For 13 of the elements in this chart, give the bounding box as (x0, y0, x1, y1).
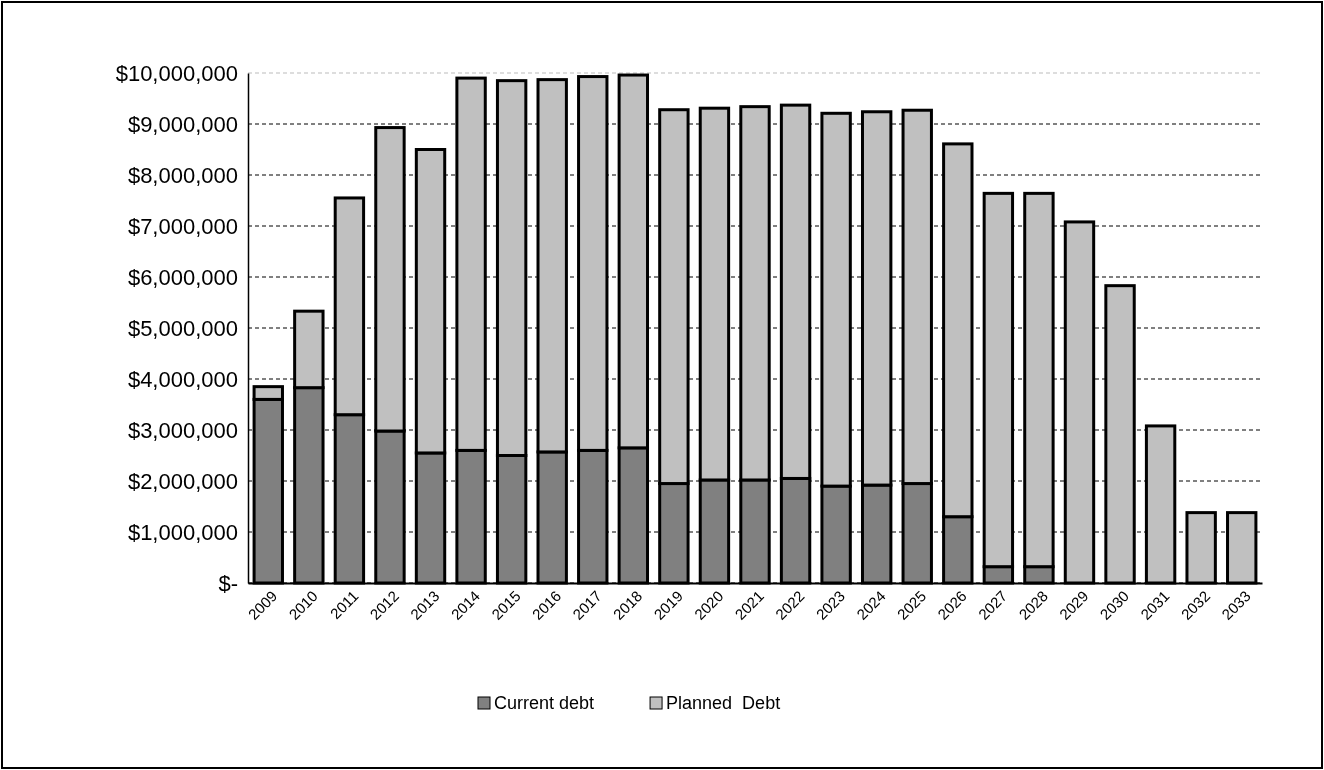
y-tick-label: $10,000,000 (115, 60, 238, 86)
y-tick-label: $- (218, 570, 238, 596)
y-tick-label: $9,000,000 (127, 111, 238, 137)
y-tick-label: $5,000,000 (127, 315, 238, 341)
y-tick-label: $2,000,000 (127, 468, 238, 494)
y-tick-label: $6,000,000 (127, 264, 238, 290)
y-tick-label: $1,000,000 (127, 519, 238, 545)
legend-label: Current debt (494, 693, 595, 713)
y-tick-label: $8,000,000 (127, 162, 238, 188)
y-tick-label: $7,000,000 (127, 213, 238, 239)
y-tick-label: $3,000,000 (127, 417, 238, 443)
legend-label: Planned Debt (666, 693, 781, 713)
y-tick-label: $4,000,000 (127, 366, 238, 392)
